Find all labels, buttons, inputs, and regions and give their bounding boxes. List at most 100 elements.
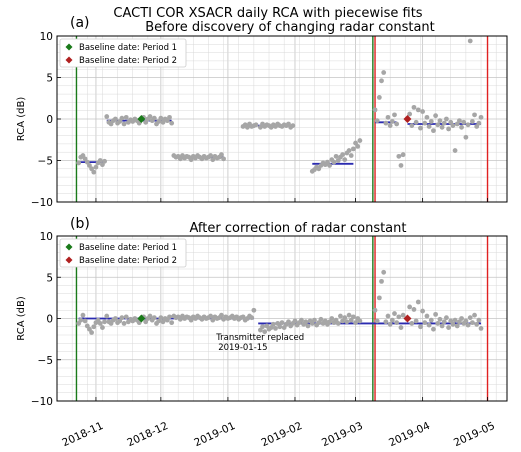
rca-point xyxy=(158,315,164,321)
rca-point xyxy=(374,118,380,124)
rca-point xyxy=(91,324,97,330)
rca-point xyxy=(104,114,110,119)
rca-point xyxy=(76,160,82,166)
rca-point xyxy=(346,312,352,318)
rca-point xyxy=(459,124,464,130)
rca-point xyxy=(446,126,451,132)
rca-point xyxy=(279,320,285,326)
rca-point xyxy=(385,114,391,120)
rca-point xyxy=(437,316,443,322)
rca-point xyxy=(394,320,400,326)
panel-b-x-tick-marks xyxy=(95,397,488,401)
rca-point xyxy=(476,120,482,126)
rca-point xyxy=(415,299,421,305)
panel-b-y-ticks: 10 5 0 −5 −10 xyxy=(31,231,61,408)
rca-point xyxy=(249,315,255,321)
panel-b-legend-marker-period2 xyxy=(65,256,73,264)
rca-point xyxy=(290,123,296,129)
x-tick-label: 2019-04 xyxy=(387,420,432,450)
rca-point xyxy=(424,313,430,319)
rca-point xyxy=(208,153,214,158)
rca-point xyxy=(478,326,484,331)
rca-point xyxy=(260,324,265,330)
rca-point xyxy=(469,320,475,326)
y-tick-label: −10 xyxy=(31,197,53,209)
y-tick-label: 5 xyxy=(46,73,53,85)
rca-point xyxy=(476,317,482,323)
rca-point xyxy=(219,152,224,158)
rca-point xyxy=(113,116,118,122)
rca-point xyxy=(413,318,419,324)
y-tick-label: 0 xyxy=(46,114,53,126)
rca-point xyxy=(387,321,393,327)
rca-point xyxy=(381,70,387,75)
rca-point xyxy=(396,314,402,320)
rca-point xyxy=(422,120,428,126)
rca-point xyxy=(97,158,103,163)
rca-point xyxy=(221,156,226,162)
y-tick-label: 10 xyxy=(40,231,53,243)
rca-point xyxy=(457,118,462,124)
rca-point xyxy=(441,319,447,325)
rca-point xyxy=(392,112,397,118)
rca-point xyxy=(441,120,447,126)
rca-point xyxy=(411,104,417,110)
rca-point xyxy=(303,319,309,325)
rca-point xyxy=(169,120,175,126)
transmitter-annotation-line2: 2019-01-15 xyxy=(218,343,267,353)
rca-point xyxy=(350,314,356,320)
x-tick-label: 2019-03 xyxy=(320,420,365,449)
rca-point xyxy=(104,313,110,319)
rca-point xyxy=(467,315,473,321)
rca-point xyxy=(409,123,415,129)
rca-point xyxy=(420,109,426,114)
rca-point xyxy=(169,320,175,326)
panel-b-legend-marker-period1 xyxy=(65,243,73,251)
rca-point xyxy=(415,107,421,113)
rca-point xyxy=(270,321,276,327)
rca-point xyxy=(463,318,469,324)
rca-point xyxy=(119,315,125,321)
baseline-marker-period1 xyxy=(137,115,146,123)
rca-point xyxy=(348,153,354,158)
rca-point xyxy=(400,312,406,318)
rca-point xyxy=(147,114,153,119)
rca-point xyxy=(331,159,337,165)
rca-point xyxy=(407,111,413,117)
rca-point xyxy=(151,315,157,321)
y-tick-label: −5 xyxy=(38,355,53,367)
rca-point xyxy=(305,323,311,329)
rca-point xyxy=(376,95,382,100)
rca-point xyxy=(346,148,352,153)
rca-point xyxy=(389,119,395,124)
rca-point xyxy=(312,317,317,323)
baseline-marker-period2 xyxy=(403,115,412,123)
rca-point xyxy=(450,123,456,129)
rca-point xyxy=(396,153,402,159)
y-tick-label: 10 xyxy=(40,31,53,43)
rca-point xyxy=(431,326,436,332)
rca-point xyxy=(208,313,214,319)
rca-point xyxy=(478,114,484,120)
panel-b-legend-label-period2: Baseline date: Period 2 xyxy=(79,256,177,266)
rca-point xyxy=(357,318,363,324)
panel-a: 10 5 0 −5 −10 RCA (dB) (a) Before discovery … xyxy=(16,15,508,209)
rca-point xyxy=(277,324,283,330)
rca-point xyxy=(469,119,475,124)
rca-point xyxy=(424,114,430,120)
rca-point xyxy=(444,116,449,122)
rca-point xyxy=(452,148,458,153)
panel-a-y-ticks: 10 5 0 −5 −10 xyxy=(31,31,61,209)
transmitter-annotation-line1: Transmitter replaced xyxy=(215,333,304,343)
rca-point xyxy=(398,325,404,330)
rca-point xyxy=(454,323,460,329)
rca-point xyxy=(158,115,164,121)
rca-point xyxy=(428,317,434,323)
rca-point xyxy=(91,169,97,175)
rca-point xyxy=(318,316,324,322)
panel-b: 10 5 0 −5 −10 RCA (dB) (b) After correction … xyxy=(16,216,508,408)
x-tick-label: 2018-11 xyxy=(60,420,105,449)
rca-point xyxy=(102,158,107,164)
rca-point xyxy=(426,124,432,129)
